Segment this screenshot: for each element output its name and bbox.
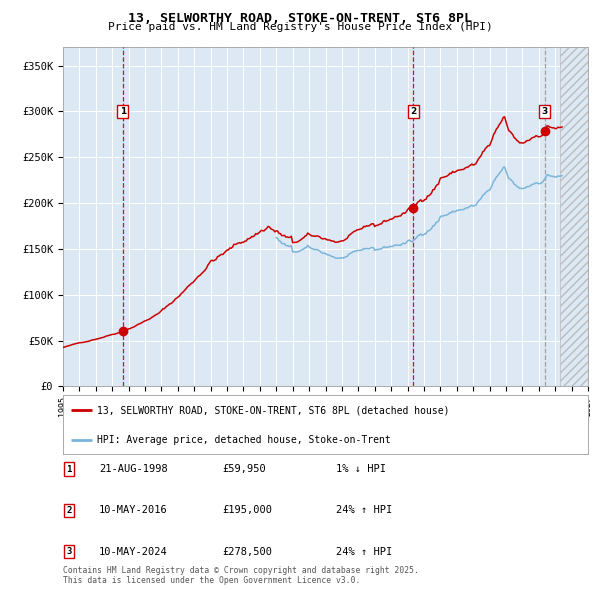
Text: 3: 3 <box>542 107 548 116</box>
Text: 10-MAY-2024: 10-MAY-2024 <box>99 547 168 556</box>
Text: Price paid vs. HM Land Registry's House Price Index (HPI): Price paid vs. HM Land Registry's House … <box>107 22 493 32</box>
Text: 3: 3 <box>67 547 71 556</box>
Text: 1% ↓ HPI: 1% ↓ HPI <box>336 464 386 474</box>
Text: 2: 2 <box>410 107 416 116</box>
Text: 13, SELWORTHY ROAD, STOKE-ON-TRENT, ST6 8PL (detached house): 13, SELWORTHY ROAD, STOKE-ON-TRENT, ST6 … <box>97 405 449 415</box>
Text: 10-MAY-2016: 10-MAY-2016 <box>99 506 168 515</box>
Text: Contains HM Land Registry data © Crown copyright and database right 2025.
This d: Contains HM Land Registry data © Crown c… <box>63 566 419 585</box>
Text: 24% ↑ HPI: 24% ↑ HPI <box>336 547 392 556</box>
Text: 24% ↑ HPI: 24% ↑ HPI <box>336 506 392 515</box>
Text: 21-AUG-1998: 21-AUG-1998 <box>99 464 168 474</box>
Text: 2: 2 <box>67 506 71 515</box>
Text: 1: 1 <box>119 107 126 116</box>
Bar <box>560 47 588 386</box>
Text: £59,950: £59,950 <box>222 464 266 474</box>
Text: 1: 1 <box>67 464 71 474</box>
Text: £195,000: £195,000 <box>222 506 272 515</box>
Text: 13, SELWORTHY ROAD, STOKE-ON-TRENT, ST6 8PL: 13, SELWORTHY ROAD, STOKE-ON-TRENT, ST6 … <box>128 12 472 25</box>
Text: HPI: Average price, detached house, Stoke-on-Trent: HPI: Average price, detached house, Stok… <box>97 435 391 444</box>
Bar <box>560 47 588 386</box>
Text: £278,500: £278,500 <box>222 547 272 556</box>
